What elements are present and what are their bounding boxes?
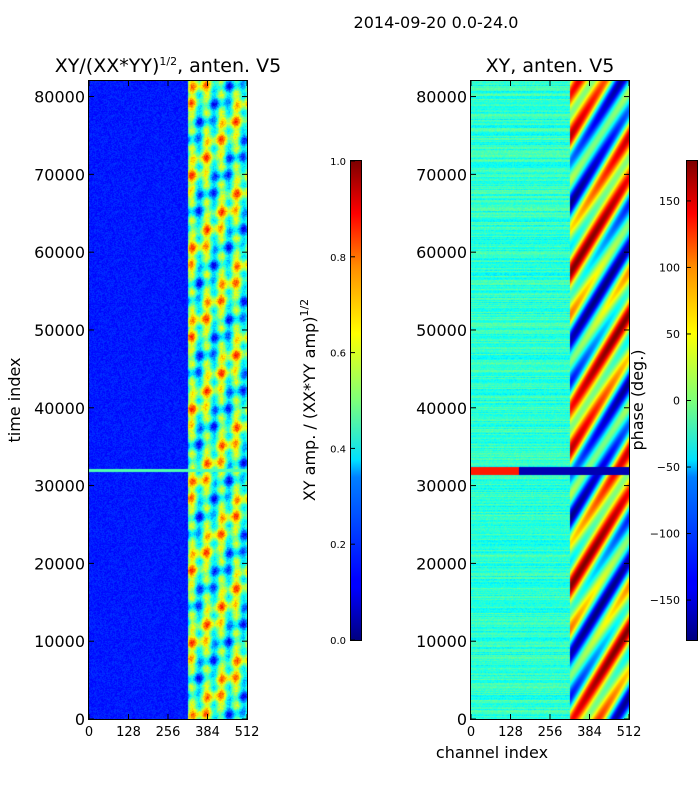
right-xtick-label: 0 <box>467 725 475 740</box>
right-ytick-label: 70000 <box>416 165 467 184</box>
left-heatmap <box>89 81 247 719</box>
left-ylabel: time index <box>5 357 24 442</box>
right-ytick-label: 20000 <box>416 554 467 573</box>
left-ytick-label: 20000 <box>34 554 85 573</box>
right-heatmap <box>471 81 629 719</box>
right-colorbar-label: phase (deg.) <box>628 349 647 450</box>
left-panel-title: XY/(XX*YY)1/2, anten. V5 <box>55 55 281 77</box>
left-ytick-label: 30000 <box>34 477 85 496</box>
right-xtick-label: 512 <box>617 725 642 740</box>
left-xtick-label: 256 <box>156 725 181 740</box>
left-ytick-label: 0 <box>75 710 85 729</box>
right-ytick-label: 50000 <box>416 321 467 340</box>
left-colorbar-ticks: 0.0 0.2 0.4 0.6 0.8 1.0 <box>330 157 355 647</box>
left-ytick-label: 80000 <box>34 88 85 107</box>
left-axis-ticks: 0 128 256 384 512 0 10000 20000 30000 40000 50000 6… <box>34 81 259 740</box>
right-panel-title: XY, anten. V5 <box>486 55 615 77</box>
left-title-exponent: 1/2 <box>159 55 177 68</box>
right-cb-tick-label: 100 <box>659 261 680 274</box>
right-colorbar-ticks: 150 100 50 0 −50 −100 −150 <box>650 195 691 607</box>
right-cb-tick-label: 150 <box>659 195 680 208</box>
left-cb-tick-label: 0.2 <box>330 540 346 551</box>
right-heatmap-image <box>471 81 629 719</box>
left-xtick-label: 128 <box>116 725 141 740</box>
right-ytick-label: 30000 <box>416 477 467 496</box>
left-xtick-label: 384 <box>195 725 220 740</box>
left-cb-tick-label: 0.4 <box>330 444 346 455</box>
left-colorbar-label: XY amp. / (XX*YY amp)1/2 <box>298 299 319 501</box>
left-cb-label-main: XY amp. / (XX*YY amp) <box>300 317 319 502</box>
left-cb-tick-label: 0.8 <box>330 253 346 264</box>
right-xtick-label: 384 <box>577 725 602 740</box>
right-cb-tick-label: −50 <box>657 461 680 474</box>
left-cb-tick-label: 1.0 <box>330 157 346 168</box>
right-colorbar-frame <box>686 160 698 641</box>
left-ytick-label: 50000 <box>34 321 85 340</box>
left-plot-frame <box>88 80 248 720</box>
left-cb-tick-label: 0.6 <box>330 349 346 360</box>
left-colorbar-frame <box>350 160 362 641</box>
left-title-main: XY/(XX*YY) <box>55 55 160 77</box>
left-ytick-label: 40000 <box>34 399 85 418</box>
right-xtick-label: 128 <box>498 725 523 740</box>
left-heatmap-image <box>89 81 247 719</box>
right-xtick-label: 256 <box>538 725 563 740</box>
right-cb-tick-label: 50 <box>666 328 680 341</box>
right-cb-tick-label: 0 <box>673 395 680 408</box>
right-axis-ticks: 0 128 256 384 512 0 10000 20000 30000 40000 50000 6… <box>416 81 641 740</box>
right-colorbar <box>687 161 697 640</box>
left-ytick-label: 60000 <box>34 243 85 262</box>
right-ytick-label: 10000 <box>416 632 467 651</box>
right-plot-frame <box>470 80 630 720</box>
left-xtick-label: 512 <box>235 725 260 740</box>
right-ytick-label: 60000 <box>416 243 467 262</box>
left-title-suffix: , anten. V5 <box>177 55 281 77</box>
left-ytick-label: 10000 <box>34 632 85 651</box>
right-xlabel: channel index <box>436 743 548 762</box>
right-cb-tick-label: −150 <box>650 594 680 607</box>
right-ytick-label: 40000 <box>416 399 467 418</box>
right-ytick-label: 80000 <box>416 88 467 107</box>
left-cb-tick-label: 0.0 <box>330 636 346 647</box>
left-cb-label-exponent: 1/2 <box>298 299 311 317</box>
left-ytick-label: 70000 <box>34 165 85 184</box>
left-colorbar <box>351 161 361 640</box>
left-xtick-label: 0 <box>85 725 93 740</box>
figure-suptitle: 2014-09-20 0.0-24.0 <box>354 13 519 32</box>
right-ytick-label: 0 <box>457 710 467 729</box>
right-cb-tick-label: −100 <box>650 528 680 541</box>
